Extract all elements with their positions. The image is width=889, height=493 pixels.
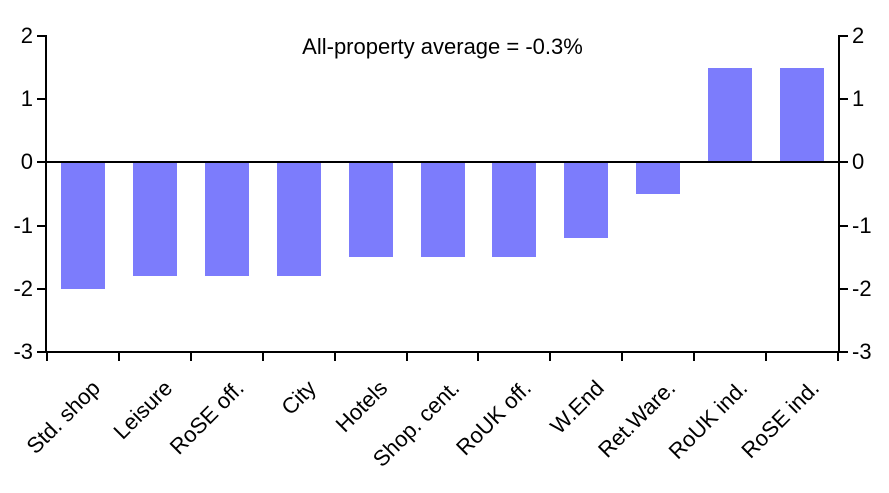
x-axis-label-rouk-ind: RoUK ind. bbox=[663, 375, 753, 464]
y-axis-tick-label-right: -1 bbox=[852, 212, 872, 238]
x-axis-boundary-tick bbox=[693, 352, 696, 361]
y-axis-tick-label-right: 2 bbox=[852, 23, 865, 48]
y-axis-tick-label-left: -2 bbox=[13, 275, 33, 301]
bar-ret-ware bbox=[636, 162, 681, 194]
x-axis-boundary-tick bbox=[189, 352, 192, 361]
bar-hotels bbox=[348, 162, 393, 258]
x-axis-boundary-tick bbox=[477, 352, 480, 361]
x-axis-label-rouk-off: RoUK off. bbox=[451, 375, 537, 461]
x-axis-label-rose-off: RoSE off. bbox=[164, 375, 249, 460]
y-axis-tick-label-left: 0 bbox=[20, 149, 33, 175]
y-axis-tick-label-left: -1 bbox=[13, 212, 33, 238]
bar-city bbox=[276, 162, 321, 277]
bar-rouk-off bbox=[492, 162, 537, 258]
y-tick-right bbox=[840, 351, 848, 353]
x-axis-boundary-tick bbox=[621, 352, 624, 361]
y-axis-tick-label-right: 1 bbox=[852, 86, 865, 112]
y-axis-tick-label-right: -2 bbox=[852, 275, 872, 301]
y-tick-right bbox=[840, 224, 848, 227]
x-axis-boundary-tick bbox=[549, 352, 552, 361]
y-axis-right bbox=[838, 35, 840, 353]
y-axis-tick-label-left: 1 bbox=[20, 86, 33, 112]
y-tick-right bbox=[840, 287, 848, 290]
x-axis-label-rose-ind: RoSE ind. bbox=[736, 375, 825, 464]
bar-leisure bbox=[132, 162, 177, 277]
y-axis-tick-label-left: 2 bbox=[20, 23, 33, 48]
y-tick-right bbox=[840, 98, 848, 101]
zero-line bbox=[47, 161, 838, 164]
bar-rose-ind bbox=[780, 67, 825, 163]
bar-w-end bbox=[564, 162, 609, 239]
x-axis bbox=[38, 351, 846, 353]
y-axis-tick-label-right: -3 bbox=[852, 339, 872, 364]
chart-annotation: All-property average = -0.3% bbox=[302, 34, 583, 59]
x-axis-boundary-tick bbox=[405, 352, 408, 361]
bar-rose-off bbox=[204, 162, 249, 277]
bar-rouk-ind bbox=[708, 67, 753, 163]
y-tick-right bbox=[840, 161, 848, 164]
x-axis-label-leisure: Leisure bbox=[108, 375, 177, 444]
y-axis-left bbox=[45, 35, 47, 353]
y-tick-right bbox=[840, 35, 848, 37]
y-tick-left bbox=[37, 161, 45, 164]
x-axis-boundary-tick bbox=[46, 352, 48, 361]
y-axis-tick-label-right: 0 bbox=[852, 149, 865, 175]
y-tick-left bbox=[37, 351, 45, 353]
x-axis-label-city: City bbox=[276, 375, 321, 420]
x-axis-label-std-shop: Std. shop bbox=[21, 375, 105, 459]
bar-std-shop bbox=[60, 162, 105, 289]
y-tick-left bbox=[37, 35, 45, 37]
x-axis-boundary-tick bbox=[261, 352, 264, 361]
x-axis-boundary-tick bbox=[765, 352, 768, 361]
x-axis-label-hotels: Hotels bbox=[330, 375, 393, 438]
x-axis-boundary-tick bbox=[837, 352, 839, 361]
x-axis-boundary-tick bbox=[117, 352, 120, 361]
x-axis-boundary-tick bbox=[333, 352, 336, 361]
bar-shop-cent bbox=[420, 162, 465, 258]
y-axis-tick-label-left: -3 bbox=[13, 339, 33, 364]
x-axis-label-w-end: W.End bbox=[544, 375, 609, 439]
y-tick-left bbox=[37, 98, 45, 101]
y-tick-left bbox=[37, 224, 45, 227]
y-tick-left bbox=[37, 287, 45, 290]
